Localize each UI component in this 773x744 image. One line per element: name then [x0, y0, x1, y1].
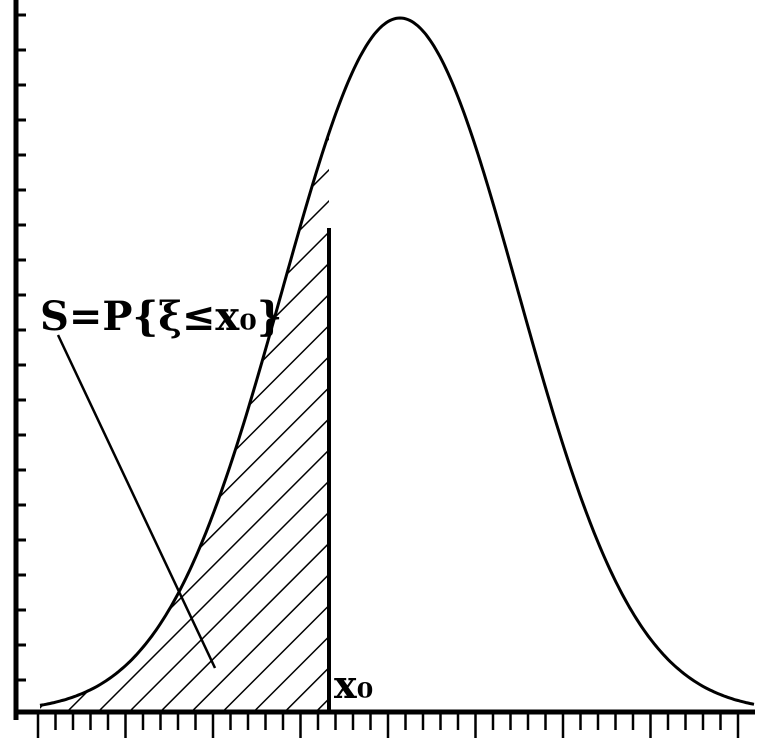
label-leader-line [56, 334, 217, 669]
x0-label: x₀ [334, 662, 373, 707]
x-axis-ticks [36, 714, 740, 738]
y-axis-ticks [16, 13, 26, 682]
density-curve [39, 16, 755, 707]
area-probability-label: S=P{ξ≤x₀} [40, 293, 283, 340]
shaded-probability-area [40, 132, 329, 712]
